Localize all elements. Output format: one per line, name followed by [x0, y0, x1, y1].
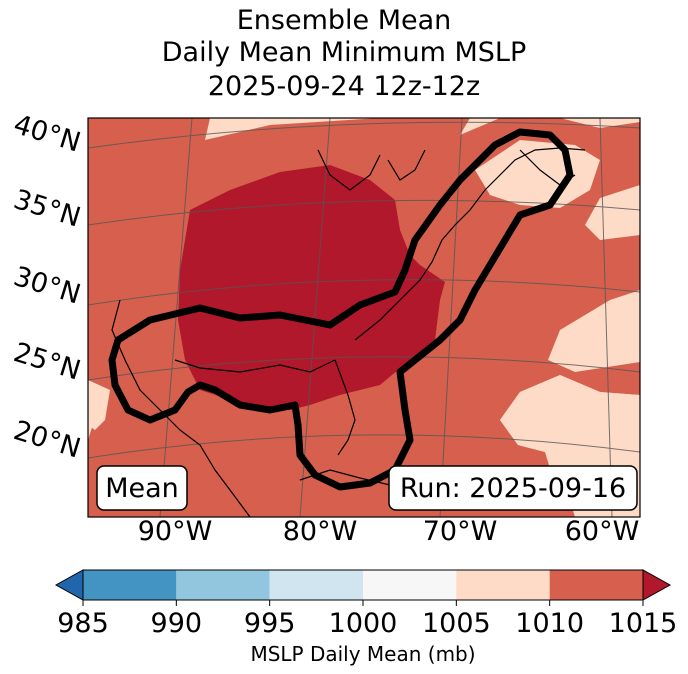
pressure-field-light-west [88, 380, 110, 430]
run-box-label: Run: 2025-09-16 [400, 473, 626, 504]
pressure-field-1015 [178, 165, 445, 410]
colorbar-tick-label: 1015 [609, 608, 678, 639]
lon-label-80: 80°W [283, 516, 358, 547]
colorbar-extend-high [642, 569, 672, 601]
colorbar-segment [363, 570, 457, 600]
lon-label-60: 60°W [565, 516, 640, 547]
colorbar-segment [83, 570, 177, 600]
colorbar-extend-low [54, 569, 84, 601]
lat-label-30: 30°N [10, 261, 84, 311]
title-line-3: 2025-09-24 12z-12z [207, 71, 481, 102]
latitude-labels: 40°N 35°N 30°N 25°N 20°N [10, 109, 84, 465]
lon-label-90: 90°W [138, 516, 213, 547]
colorbar-tick-label: 1000 [329, 608, 398, 639]
lat-label-40: 40°N [10, 109, 84, 159]
colorbar-tick-label: 995 [244, 608, 296, 639]
longitude-labels: 90°W 80°W 70°W 60°W [138, 516, 640, 547]
mean-box: Mean [96, 465, 188, 511]
colorbar-tick-label: 985 [57, 608, 109, 639]
colorbar-tick-label: 1010 [515, 608, 584, 639]
run-box: Run: 2025-09-16 [388, 465, 638, 511]
lat-label-25: 25°N [10, 337, 84, 387]
colorbar-segment [269, 570, 363, 600]
colorbar: 985 990 995 1000 1005 1010 1015 [54, 569, 678, 639]
colorbar-label: MSLP Daily Mean (mb) [250, 642, 475, 666]
map-frame [87, 117, 641, 518]
title-line-2: Daily Mean Minimum MSLP [161, 37, 527, 68]
colorbar-segment [176, 570, 270, 600]
colorbar-segment [549, 570, 643, 600]
colorbar-segment [456, 570, 550, 600]
lat-label-20: 20°N [10, 415, 84, 465]
colorbar-tick-label: 1005 [422, 608, 491, 639]
pressure-contour [108, 128, 574, 491]
mean-box-label: Mean [105, 473, 179, 504]
lat-label-35: 35°N [10, 184, 84, 234]
pressure-field-light-east [500, 375, 640, 455]
colorbar-tick-label: 990 [151, 608, 203, 639]
map-panel [88, 118, 640, 517]
lon-label-70: 70°W [423, 516, 498, 547]
title-line-1: Ensemble Mean [236, 5, 452, 36]
